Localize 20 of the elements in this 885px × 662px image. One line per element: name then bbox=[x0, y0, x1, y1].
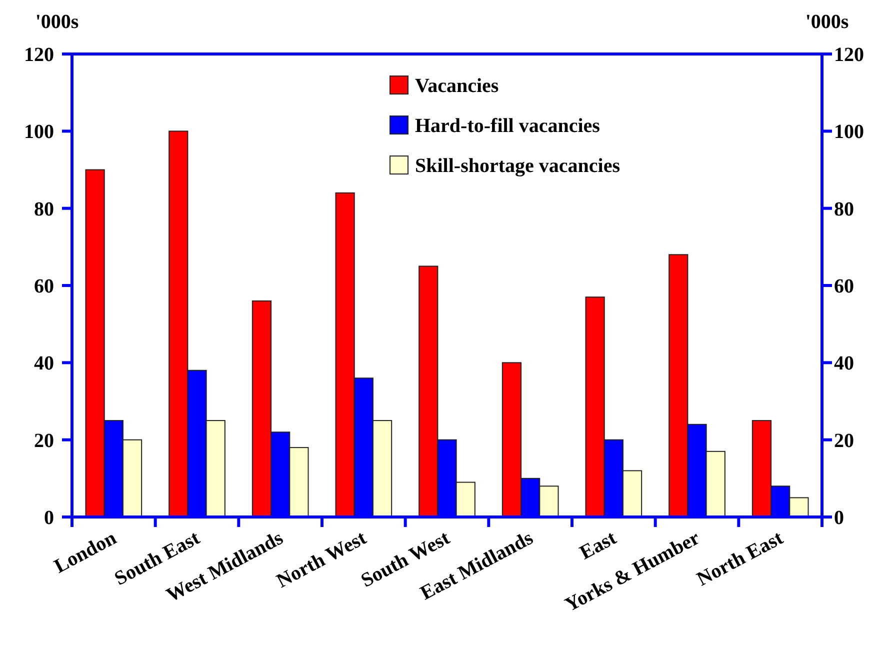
y2-tick-label: 100 bbox=[834, 121, 864, 144]
y2-axis-title: '000s bbox=[805, 11, 849, 33]
y-tick-label: 0 bbox=[44, 507, 54, 529]
x-tick-label: East bbox=[576, 526, 620, 564]
legend-label: Hard-to-fill vacancies bbox=[415, 115, 600, 137]
y-tick-label: 80 bbox=[34, 198, 54, 220]
y2-tick-label: 40 bbox=[834, 352, 854, 375]
y-tick-label: 100 bbox=[24, 121, 54, 144]
y2-tick-label: 120 bbox=[834, 44, 864, 66]
y-tick-label: 60 bbox=[34, 276, 54, 298]
y-axis-title: '000s bbox=[35, 11, 79, 33]
y2-tick-label: 20 bbox=[834, 430, 854, 452]
legend-label: Skill-shortage vacancies bbox=[415, 155, 620, 177]
y-tick-label: 20 bbox=[34, 430, 54, 452]
legend-label: Vacancies bbox=[415, 75, 499, 97]
y2-tick-label: 60 bbox=[834, 276, 854, 298]
y-tick-label: 40 bbox=[34, 352, 54, 375]
y2-tick-label: 80 bbox=[834, 198, 854, 220]
y-tick-label: 120 bbox=[24, 44, 54, 66]
y2-tick-label: 0 bbox=[834, 507, 844, 529]
